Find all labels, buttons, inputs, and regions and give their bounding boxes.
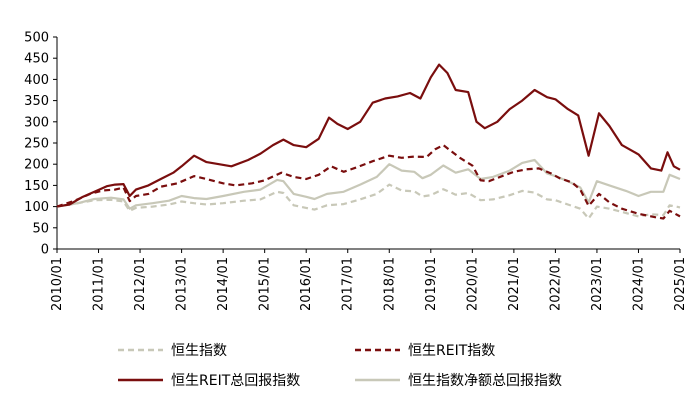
y-tick-label: 300 [24, 115, 49, 130]
x-tick-label: 2012/01 [133, 257, 148, 311]
x-tick-label: 2020/01 [465, 257, 480, 311]
x-tick-label: 2010/01 [50, 257, 65, 311]
x-tick-label: 2022/01 [548, 257, 563, 311]
y-tick-label: 350 [24, 94, 49, 109]
x-tick-label: 2019/01 [424, 257, 439, 311]
series-line-2 [56, 63, 681, 208]
y-tick-label: 200 [24, 158, 49, 173]
y-tick-label: 400 [24, 73, 49, 88]
series-line-3 [56, 158, 681, 210]
axes: 0 50 100 150 200 250 300 350 400 450 500 2010/01 201… [24, 31, 688, 312]
y-tick-label: 50 [32, 221, 49, 236]
x-tick-label: 2023/01 [590, 257, 605, 311]
y-tick-label: 250 [24, 137, 49, 152]
x-tick-label: 2018/01 [382, 257, 397, 311]
legend-label-2: 恒生REIT总回报指数 [171, 373, 300, 389]
series-line-0 [56, 183, 681, 220]
x-tick-label: 2021/01 [507, 257, 522, 311]
x-tick-label: 2016/01 [299, 257, 314, 311]
x-tick-label: 2011/01 [92, 257, 107, 311]
x-tick-label: 2013/01 [175, 257, 190, 311]
legend-label-0: 恒生指数 [171, 343, 227, 359]
x-tick-label: 2015/01 [258, 257, 273, 311]
y-tick-label: 500 [24, 31, 49, 46]
y-tick-label: 0 [41, 243, 49, 258]
plot-area [56, 63, 681, 220]
series-line-1 [56, 144, 681, 220]
x-tick-label: 2014/01 [216, 257, 231, 311]
legend-label-1: 恒生REIT指数 [408, 343, 495, 359]
x-tick-label: 2025/01 [673, 257, 688, 311]
x-tick-label: 2017/01 [341, 257, 356, 311]
y-tick-label: 450 [24, 52, 49, 67]
x-tick-label: 2024/01 [631, 257, 646, 311]
y-tick-label: 100 [24, 200, 49, 215]
y-tick-label: 150 [24, 179, 49, 194]
legend-label-3: 恒生指数净额总回报指数 [408, 373, 562, 389]
